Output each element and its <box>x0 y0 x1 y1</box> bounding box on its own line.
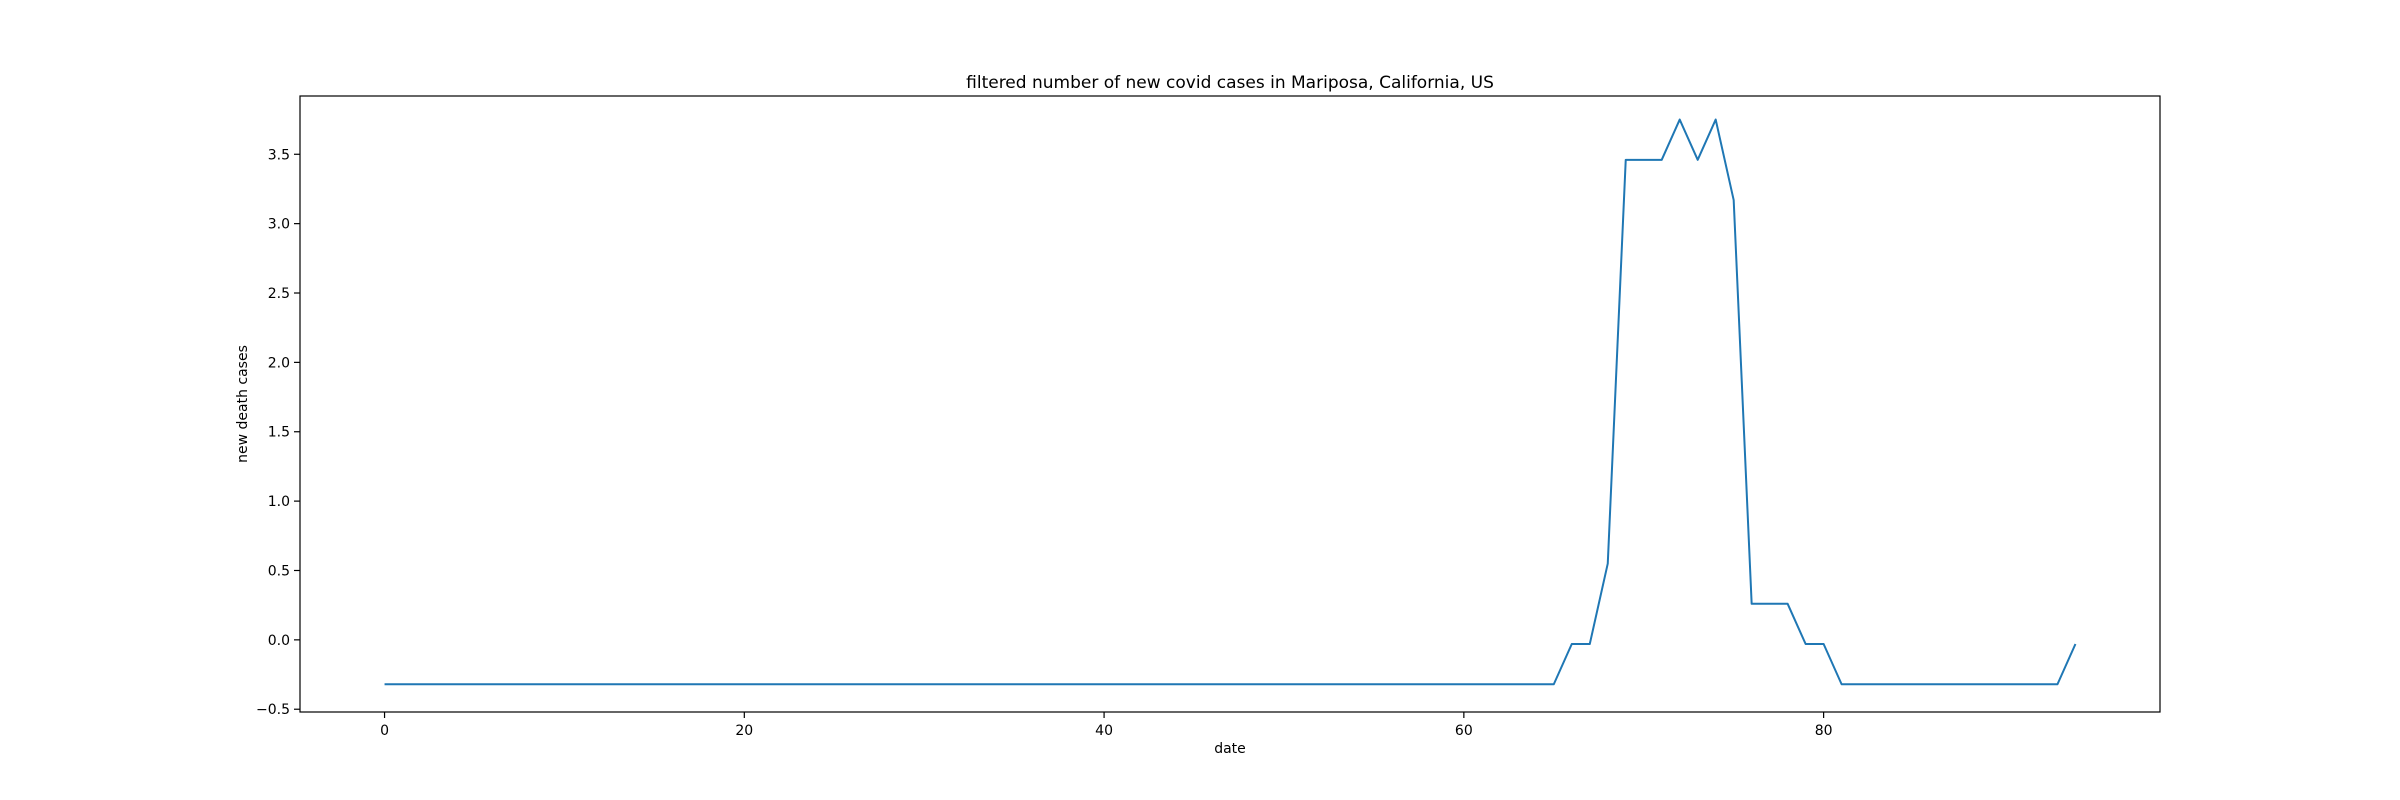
x-tick-label: 0 <box>380 723 389 739</box>
x-tick-label: 60 <box>1455 723 1473 739</box>
y-tick-label: 2.0 <box>268 355 290 371</box>
y-axis-label: new death cases <box>235 345 251 463</box>
y-tick-label: 1.5 <box>268 425 290 441</box>
x-axis: 0 20 40 60 80 <box>380 712 1833 739</box>
plot-series <box>384 118 2077 686</box>
x-tick-label: 80 <box>1815 723 1833 739</box>
series-line <box>384 118 2077 686</box>
y-tick-label: −0.5 <box>256 702 290 718</box>
x-tick-label: 20 <box>735 723 753 739</box>
x-axis-label: date <box>1214 741 1246 757</box>
plot-frame <box>299 95 2161 713</box>
y-tick-label: 3.5 <box>268 147 290 163</box>
y-tick-label: 3.0 <box>268 217 290 233</box>
y-axis: −0.5 0.0 0.5 1.0 1.5 2.0 2.5 3.0 3.5 <box>256 147 300 718</box>
y-tick-label: 0.5 <box>268 563 290 579</box>
chart-title: filtered number of new covid cases in Ma… <box>966 73 1494 93</box>
y-tick-label: 2.5 <box>268 286 290 302</box>
y-tick-label: 0.0 <box>268 633 290 649</box>
y-tick-label: 1.0 <box>268 494 290 510</box>
x-tick-label: 40 <box>1095 723 1113 739</box>
